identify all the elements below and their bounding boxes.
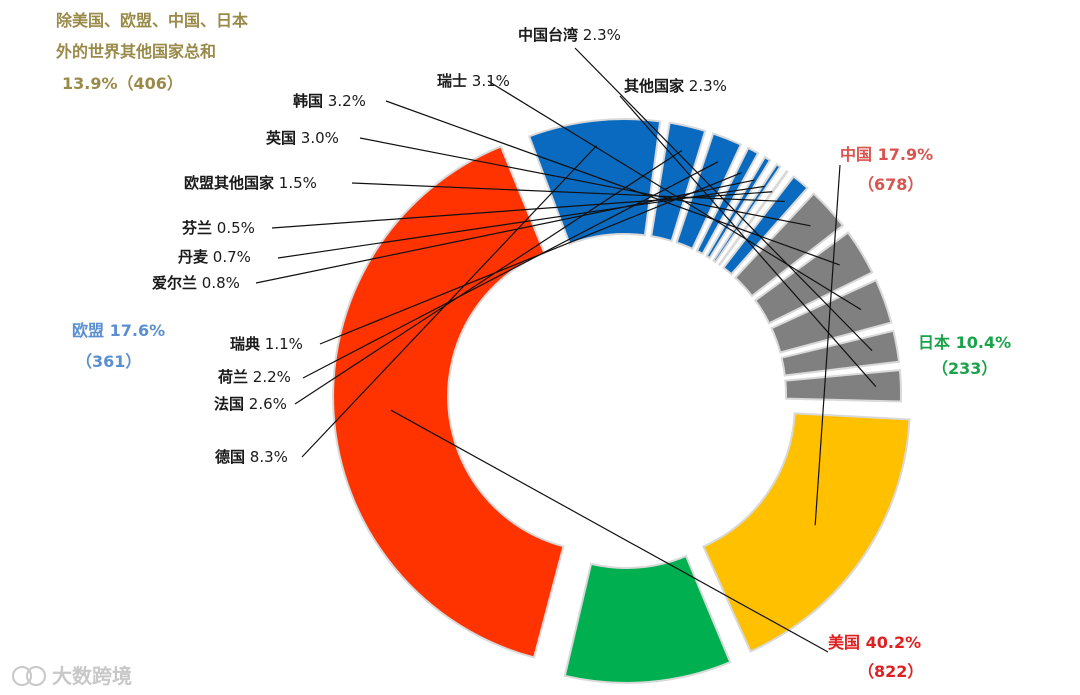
leader-line-12 bbox=[574, 47, 873, 352]
svg-text:大数跨境: 大数跨境 bbox=[52, 664, 132, 688]
svg-text:（678）: （678） bbox=[858, 175, 923, 194]
svg-text:美国 40.2%: 美国 40.2% bbox=[828, 633, 921, 652]
slice-8 bbox=[722, 175, 809, 276]
slice-10 bbox=[753, 231, 874, 325]
label-sweden: 瑞典 1.1% bbox=[230, 335, 303, 353]
slice-11 bbox=[770, 278, 893, 354]
leader-line-3 bbox=[302, 161, 719, 379]
slice-12 bbox=[780, 329, 901, 377]
leader-line-4 bbox=[319, 172, 742, 345]
leader-line-11 bbox=[487, 80, 862, 311]
slice-2 bbox=[650, 121, 707, 243]
svg-text:（822）: （822） bbox=[858, 662, 923, 681]
svg-text:除美国、欧盟、中国、日本: 除美国、欧盟、中国、日本 bbox=[56, 11, 248, 30]
label-taiwan: 中国台湾 2.3% bbox=[518, 26, 621, 44]
slice-15 bbox=[563, 554, 732, 684]
watermark-logo-icon bbox=[12, 666, 32, 686]
svg-text:（361）: （361） bbox=[76, 352, 141, 371]
label-uk: 英国 3.0% bbox=[266, 129, 339, 147]
slice-5 bbox=[705, 155, 772, 260]
us-label: 美国 40.2% （822） bbox=[828, 633, 923, 681]
label-germany: 德国 8.3% bbox=[215, 448, 288, 466]
leader-line-0 bbox=[390, 409, 829, 653]
slice-1 bbox=[527, 118, 662, 246]
label-ireland: 爱尔兰 0.8% bbox=[152, 274, 240, 292]
watermark: 大数跨境 bbox=[12, 664, 132, 688]
label-others: 其他国家 2.3% bbox=[624, 77, 727, 95]
leader-line-13 bbox=[619, 95, 877, 388]
rest-of-world-label: 除美国、欧盟、中国、日本 外的世界其他国家总和 13.9%（406） bbox=[55, 11, 248, 93]
slice-0 bbox=[332, 145, 565, 659]
label-finland: 芬兰 0.5% bbox=[182, 219, 255, 237]
china-label: 中国 17.9% （678） bbox=[840, 145, 933, 194]
svg-text:日本 10.4%: 日本 10.4% bbox=[918, 333, 1011, 352]
label-eu-other: 欧盟其他国家 1.5% bbox=[184, 174, 317, 192]
japan-label: 日本 10.4% （233） bbox=[918, 333, 1011, 378]
label-france: 法国 2.6% bbox=[214, 395, 287, 413]
label-denmark: 丹麦 0.7% bbox=[178, 248, 251, 266]
svg-text:外的世界其他国家总和: 外的世界其他国家总和 bbox=[55, 42, 216, 61]
svg-text:中国 17.9%: 中国 17.9% bbox=[840, 145, 933, 164]
svg-text:（233）: （233） bbox=[932, 359, 997, 378]
slice-9 bbox=[733, 192, 845, 298]
slice-14 bbox=[702, 412, 911, 653]
leader-line-5 bbox=[255, 179, 755, 284]
label-swiss: 瑞士 3.1% bbox=[437, 72, 510, 90]
svg-text:13.9%（406）: 13.9%（406） bbox=[62, 74, 183, 93]
eu-group-label: 欧盟 17.6% （361） bbox=[72, 321, 165, 371]
slice-13 bbox=[784, 369, 902, 403]
leader-lines bbox=[255, 47, 877, 653]
svg-text:欧盟 17.6%: 欧盟 17.6% bbox=[72, 321, 165, 340]
leader-line-8 bbox=[351, 182, 785, 203]
label-netherlands: 荷兰 2.2% bbox=[218, 368, 291, 386]
leader-line-2 bbox=[294, 150, 683, 405]
slice-4 bbox=[695, 146, 760, 256]
slice-3 bbox=[675, 132, 743, 251]
label-korea: 韩国 3.2% bbox=[293, 92, 366, 110]
slice-7 bbox=[717, 169, 789, 267]
leader-line-10 bbox=[385, 100, 840, 266]
chart-slices bbox=[332, 118, 911, 684]
leader-line-14 bbox=[814, 164, 841, 526]
